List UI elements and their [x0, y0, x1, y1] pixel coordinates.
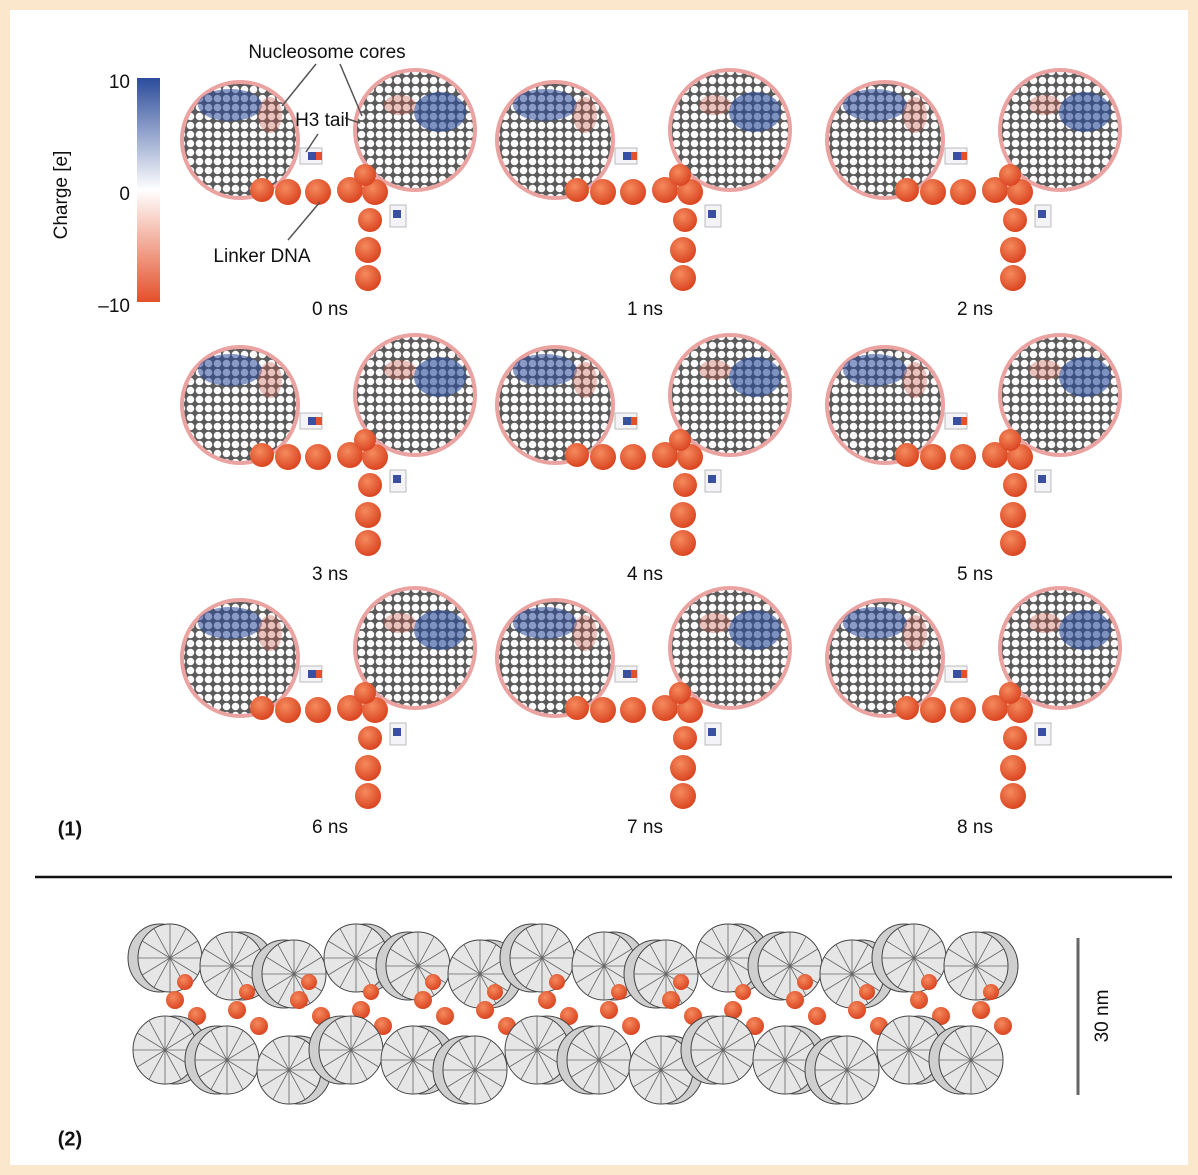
figure: 10 0 –10 Charge [e] 0 ns 1 ns 2 ns 3 ns 4 ns…	[0, 0, 1198, 1175]
snapshot-time: 3 ns	[312, 564, 348, 585]
annotation: Linker DNA	[213, 246, 310, 267]
linker-dna	[177, 974, 193, 990]
snapshot-time: 4 ns	[627, 564, 663, 585]
snapshot-time: 5 ns	[957, 564, 993, 585]
linker-dna	[983, 984, 999, 1000]
colorbar	[137, 78, 160, 302]
colorbar-tick: 0	[119, 184, 130, 205]
linker-dna	[436, 1007, 454, 1025]
linker-dna	[972, 1001, 990, 1019]
linker-dna	[921, 974, 937, 990]
snapshot-time: 6 ns	[312, 817, 348, 838]
snapshot-time: 0 ns	[312, 299, 348, 320]
annotation: H3 tail	[295, 110, 349, 131]
panel-label: (1)	[58, 818, 82, 840]
snapshot-time: 2 ns	[957, 299, 993, 320]
page: {"colorbar": {"title": "Charge [e]", "ti…	[0, 0, 1198, 1175]
linker-dna	[414, 991, 432, 1009]
linker-dna	[622, 1017, 640, 1035]
linker-dna	[228, 1001, 246, 1019]
linker-dna	[487, 984, 503, 1000]
panel-label: (2)	[58, 1128, 82, 1150]
linker-dna	[600, 1001, 618, 1019]
linker-dna	[808, 1007, 826, 1025]
snapshot-time: 7 ns	[627, 817, 663, 838]
linker-dna	[859, 984, 875, 1000]
scale-bar-label: 30 nm	[1092, 990, 1113, 1043]
colorbar-tick: –10	[98, 296, 130, 317]
linker-dna	[425, 974, 441, 990]
linker-dna	[166, 991, 184, 1009]
linker-dna	[301, 974, 317, 990]
linker-dna	[239, 984, 255, 1000]
linker-dna	[611, 984, 627, 1000]
linker-dna	[673, 974, 689, 990]
linker-dna	[538, 991, 556, 1009]
linker-dna	[994, 1017, 1012, 1035]
linker-dna	[250, 1017, 268, 1035]
linker-dna	[910, 991, 928, 1009]
linker-dna	[363, 984, 379, 1000]
linker-dna	[786, 991, 804, 1009]
linker-dna	[662, 991, 680, 1009]
linker-dna	[549, 974, 565, 990]
snapshot-time: 8 ns	[957, 817, 993, 838]
linker-dna	[476, 1001, 494, 1019]
annotation: Nucleosome cores	[248, 42, 405, 63]
linker-dna	[797, 974, 813, 990]
linker-dna	[290, 991, 308, 1009]
linker-dna	[735, 984, 751, 1000]
linker-dna	[848, 1001, 866, 1019]
colorbar-title: Charge [e]	[51, 151, 72, 240]
colorbar-tick: 10	[109, 72, 130, 93]
snapshot-time: 1 ns	[627, 299, 663, 320]
